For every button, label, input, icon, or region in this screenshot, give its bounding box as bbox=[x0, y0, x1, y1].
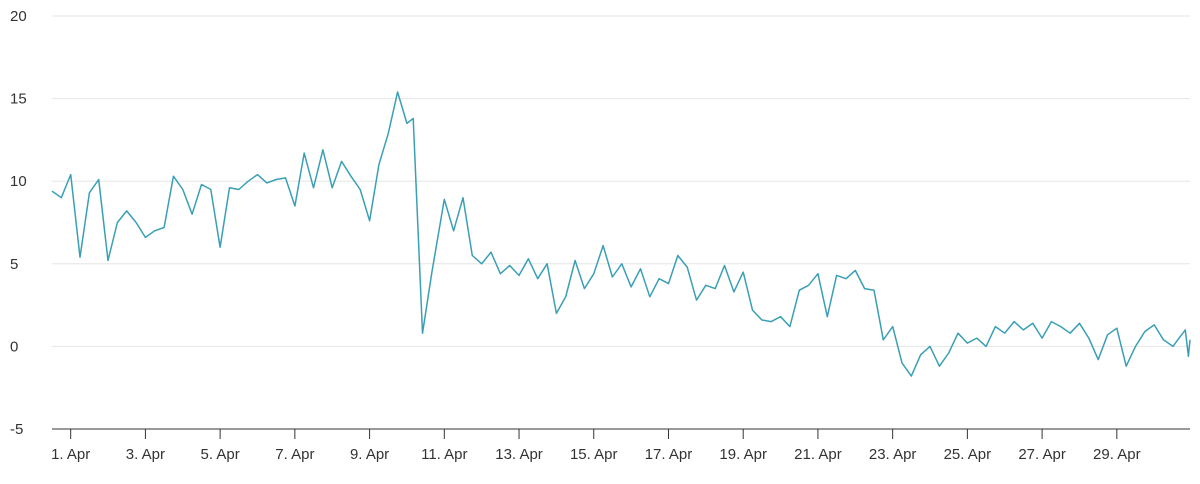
y-tick-label: 5 bbox=[10, 256, 18, 273]
x-tick-label: 7. Apr bbox=[275, 446, 314, 463]
x-tick-label: 9. Apr bbox=[350, 446, 389, 463]
y-tick-label: 15 bbox=[10, 91, 27, 108]
x-tick-label: 1. Apr bbox=[51, 446, 90, 463]
x-tick-label: 13. Apr bbox=[495, 446, 543, 463]
y-axis-labels: -5 0 5 10 15 20 bbox=[10, 8, 27, 438]
y-tick-label: 10 bbox=[10, 173, 27, 190]
x-tick-label: 29. Apr bbox=[1093, 446, 1141, 463]
y-tick-label: 20 bbox=[10, 8, 27, 25]
x-axis-ticks: 1. Apr 3. Apr 5. Apr 7. Apr 9. Apr 11. Apr 13.… bbox=[51, 429, 1141, 463]
x-tick-label: 27. Apr bbox=[1018, 446, 1066, 463]
x-tick-label: 5. Apr bbox=[201, 446, 240, 463]
x-tick-label: 3. Apr bbox=[126, 446, 165, 463]
grid-lines bbox=[52, 15, 1190, 347]
y-tick-label: -5 bbox=[10, 421, 23, 438]
x-tick-label: 25. Apr bbox=[944, 446, 992, 463]
x-tick-label: 21. Apr bbox=[794, 446, 842, 463]
y-tick-label: 0 bbox=[10, 338, 18, 355]
x-tick-label: 23. Apr bbox=[869, 446, 917, 463]
x-tick-label: 19. Apr bbox=[719, 446, 767, 463]
series-line bbox=[51, 91, 1191, 377]
series-layer bbox=[51, 91, 1191, 377]
x-tick-label: 11. Apr bbox=[421, 446, 467, 463]
x-tick-label: 17. Apr bbox=[645, 446, 693, 463]
x-tick-label: 15. Apr bbox=[570, 446, 618, 463]
